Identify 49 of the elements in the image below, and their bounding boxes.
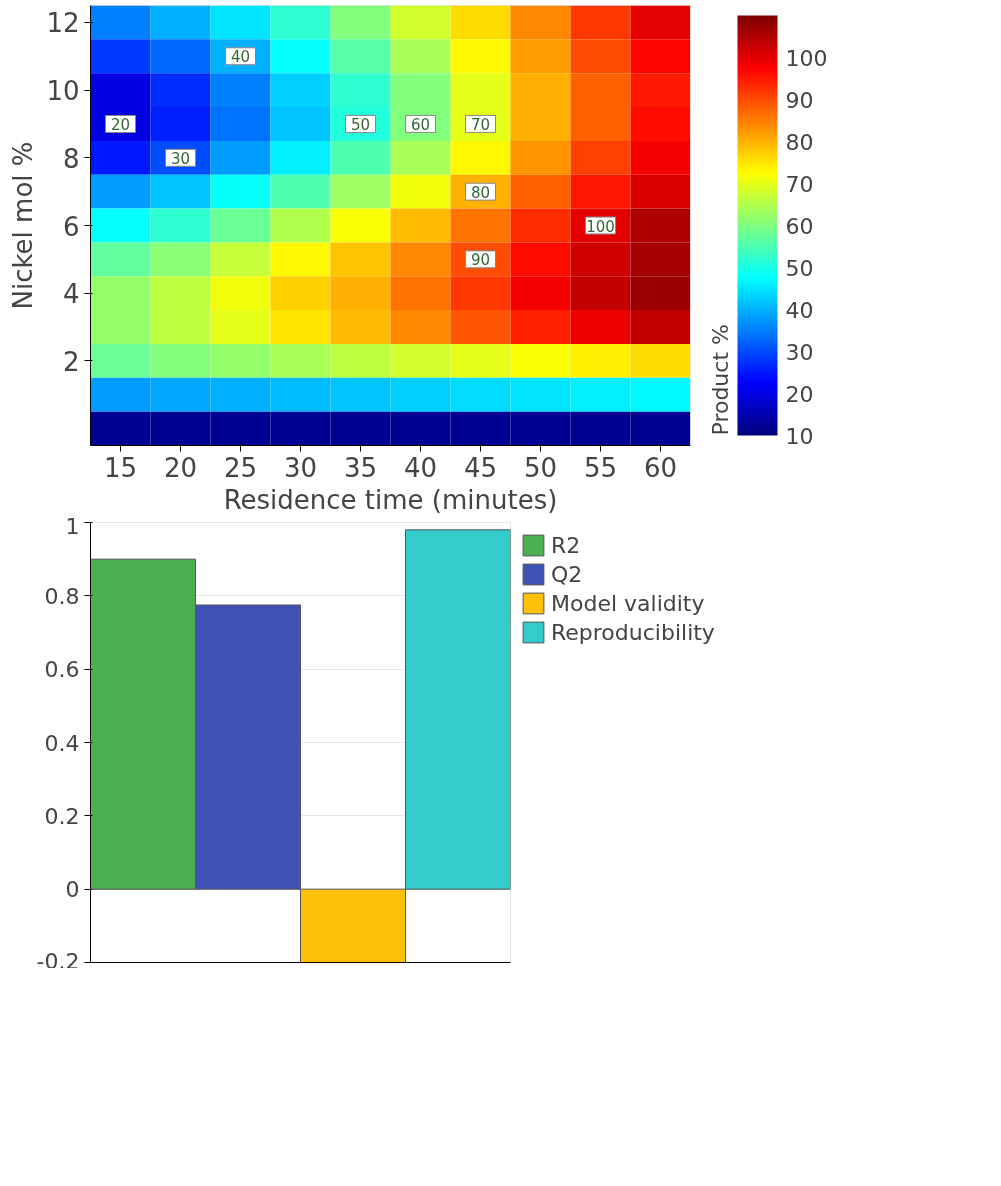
y-tick-label: 6 xyxy=(62,211,80,242)
y-tick-label: 0.2 xyxy=(44,803,80,829)
color-bar-label: 90 xyxy=(785,87,814,113)
x-tick-label: 55 xyxy=(583,452,618,483)
y-tick-label: 0.6 xyxy=(44,657,80,683)
x-tick-label: 25 xyxy=(223,452,258,483)
annotation: 60 xyxy=(410,115,431,134)
legend-label: R2 xyxy=(551,532,581,558)
color-bar-label: 80 xyxy=(785,129,814,155)
color-bar-title: Product % xyxy=(707,324,733,436)
legend-label: Q2 xyxy=(551,561,583,587)
y-tick-label: 4 xyxy=(62,279,80,310)
annotation: 50 xyxy=(350,115,371,134)
color-bar-label: 100 xyxy=(785,45,828,71)
x-axis-title: Residence time (minutes) xyxy=(223,484,558,515)
y-tick-label: 2 xyxy=(62,346,80,377)
y-tick-label: 0.8 xyxy=(44,583,80,609)
annotation: 80 xyxy=(470,183,491,202)
y-axis-title: Nickel mol % xyxy=(8,141,39,310)
y-tick-label: 12 xyxy=(46,8,80,39)
annotation: 40 xyxy=(230,48,251,67)
legend-label: Model validity xyxy=(551,590,705,616)
y-tick-label: 1 xyxy=(65,513,80,539)
x-tick-label: 60 xyxy=(643,452,678,483)
color-bar-label: 50 xyxy=(785,255,814,281)
y-tick-label: 8 xyxy=(62,143,80,174)
annotation: 70 xyxy=(470,115,491,134)
y-tick-label: 10 xyxy=(46,76,80,107)
y-tick-label: -0.2 xyxy=(36,948,80,974)
x-tick-label: 30 xyxy=(283,452,318,483)
color-bar-label: 20 xyxy=(785,381,814,407)
color-bar-label: 40 xyxy=(785,297,814,323)
x-tick-label: 15 xyxy=(103,452,138,483)
annotation: 90 xyxy=(470,251,491,270)
x-tick-label: 40 xyxy=(403,452,438,483)
color-bar-label: 70 xyxy=(785,171,814,197)
y-tick-label: 0.4 xyxy=(44,730,80,756)
x-tick-label: 45 xyxy=(463,452,498,483)
legend-label: Reproducibility xyxy=(551,619,715,645)
color-bar-label: 10 xyxy=(785,423,814,449)
color-bar-label: 30 xyxy=(785,339,814,365)
x-tick-label: 35 xyxy=(343,452,378,483)
annotation: 30 xyxy=(170,149,191,168)
annotation: 20 xyxy=(110,115,131,134)
x-tick-label: 20 xyxy=(163,452,198,483)
color-bar-label: 60 xyxy=(785,213,814,239)
x-tick-label: 50 xyxy=(523,452,558,483)
y-tick-label: 0 xyxy=(65,877,80,903)
annotation: 100 xyxy=(586,217,615,236)
